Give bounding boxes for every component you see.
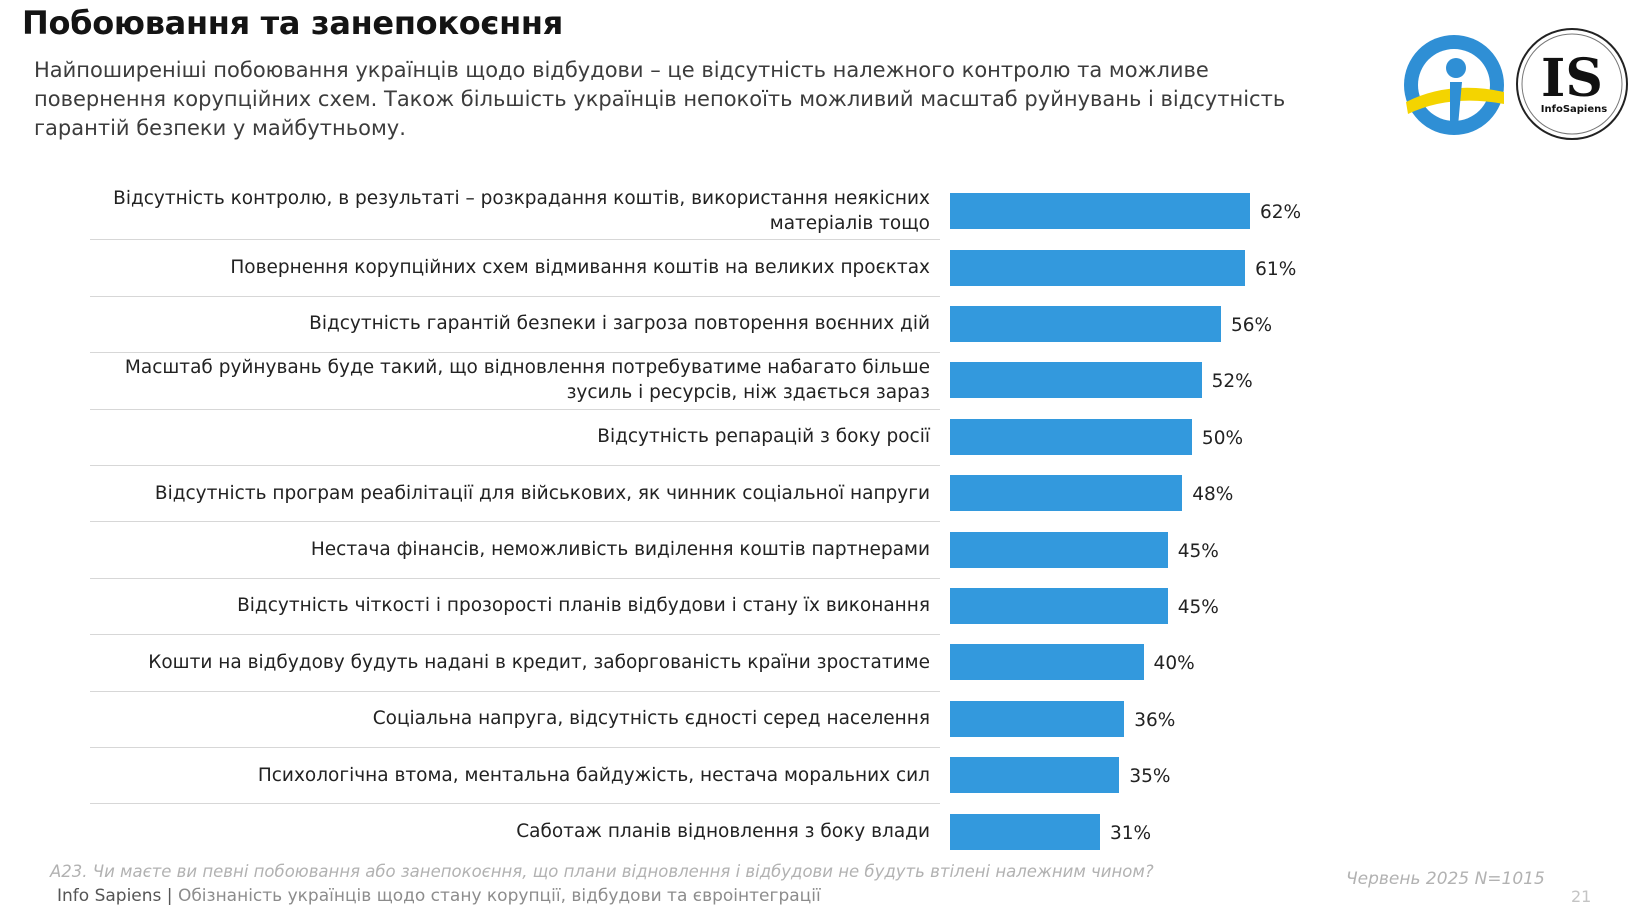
footer-brand: Info Sapiens	[57, 886, 162, 906]
category-label: Нестача фінансів, неможливість виділення…	[90, 521, 930, 577]
value-label: 52%	[1211, 371, 1253, 393]
bar	[950, 644, 1144, 681]
category-label: Відсутність репарацій з боку росії	[90, 409, 930, 465]
category-label-line: Повернення корупційних схем відмивання к…	[230, 257, 930, 279]
category-label: Відсутність програм реабілітації для вій…	[90, 465, 930, 521]
value-label: 31%	[1110, 822, 1152, 844]
row-divider	[90, 690, 940, 692]
row-divider	[90, 747, 940, 748]
bar	[950, 475, 1183, 512]
category-label: Повернення корупційних схем відмивання к…	[90, 239, 930, 295]
value-label: 45%	[1177, 540, 1219, 562]
page-number: 21	[1571, 887, 1592, 906]
value-label: 56%	[1230, 315, 1273, 336]
emblem-logo-icon	[1404, 35, 1504, 135]
category-label-line: Соціальна напруга, відсутність єдності с…	[372, 708, 930, 730]
survey-question-note: А23. Чи маєте ви певні побоювання або за…	[50, 862, 1154, 881]
bar	[950, 362, 1202, 399]
category-label-line: Відсутність контролю, в результаті – роз…	[113, 188, 930, 210]
value-label: 36%	[1134, 709, 1176, 731]
category-label: Психологічна втома, ментальна байдужість…	[90, 747, 930, 803]
category-label-line: зусиль і ресурсів, ніж здається зараз	[566, 382, 930, 404]
page-title: Побоювання та занепокоєння	[22, 4, 563, 42]
bar	[950, 418, 1192, 455]
bar	[950, 306, 1221, 342]
category-label: Відсутність контролю, в результаті – роз…	[90, 183, 930, 239]
row-divider	[90, 465, 940, 466]
footer-separator: |	[166, 886, 173, 906]
bar	[950, 757, 1120, 794]
category-label-line: Саботаж планів відновлення з боку влади	[516, 821, 930, 843]
logo-caption: InfoSapiens	[1541, 104, 1607, 115]
category-label-line: Відсутність гарантій безпеки і загроза п…	[309, 313, 930, 335]
category-label-line: Відсутність репарацій з боку росії	[597, 426, 930, 448]
category-label: Соціальна напруга, відсутність єдності с…	[90, 691, 930, 747]
category-label-line: Відсутність чіткості і прозорості планів…	[237, 595, 930, 617]
row-divider	[90, 577, 940, 579]
category-label-line: Відсутність програм реабілітації для вій…	[154, 482, 930, 504]
bar	[950, 249, 1246, 286]
row-divider	[90, 634, 940, 636]
category-label-line: Нестача фінансів, неможливість виділення…	[310, 539, 930, 561]
value-label: 40%	[1153, 653, 1195, 675]
bar	[950, 700, 1125, 737]
row-divider	[90, 352, 940, 354]
bar	[950, 813, 1100, 850]
row-divider	[90, 295, 940, 297]
category-label: Масштаб руйнувань буде такий, що відновл…	[90, 352, 930, 408]
row-divider	[90, 239, 940, 241]
category-label: Відсутність чіткості і прозорості планів…	[90, 578, 930, 634]
bar	[950, 193, 1250, 230]
category-label: Кошти на відбудову будуть надані в креди…	[90, 634, 930, 690]
footer-report-title: Обізнаність українців щодо стану корупці…	[177, 886, 821, 906]
value-label: 48%	[1192, 484, 1234, 506]
row-divider	[90, 521, 940, 523]
value-label: 62%	[1260, 202, 1302, 224]
category-label: Саботаж планів відновлення з боку влади	[90, 803, 930, 859]
category-label-line: Психологічна втома, ментальна байдужість…	[257, 764, 930, 786]
row-divider	[90, 408, 940, 410]
footer-source: Info Sapiens | Обізнаність українців щод…	[57, 886, 821, 906]
bar	[950, 588, 1168, 624]
category-label-line: матеріалів тощо	[769, 213, 930, 235]
value-label: 35%	[1129, 766, 1171, 788]
value-label: 61%	[1255, 258, 1297, 280]
category-label: Відсутність гарантій безпеки і загроза п…	[90, 296, 930, 352]
row-divider	[90, 803, 940, 805]
value-label: 50%	[1201, 427, 1244, 449]
page-subtitle: Найпоширеніші побоювання українців щодо …	[34, 58, 1286, 140]
category-label-line: Масштаб руйнувань буде такий, що відновл…	[124, 357, 930, 379]
infosapiens-logo-icon: IS InfoSapiens	[1516, 28, 1628, 140]
survey-date-sample: Червень 2025 N=1015	[1346, 869, 1545, 889]
bar	[950, 531, 1168, 568]
value-label: 45%	[1177, 597, 1219, 618]
logo-letters: IS	[1541, 48, 1603, 109]
category-label-line: Кошти на відбудову будуть надані в креди…	[148, 651, 930, 673]
